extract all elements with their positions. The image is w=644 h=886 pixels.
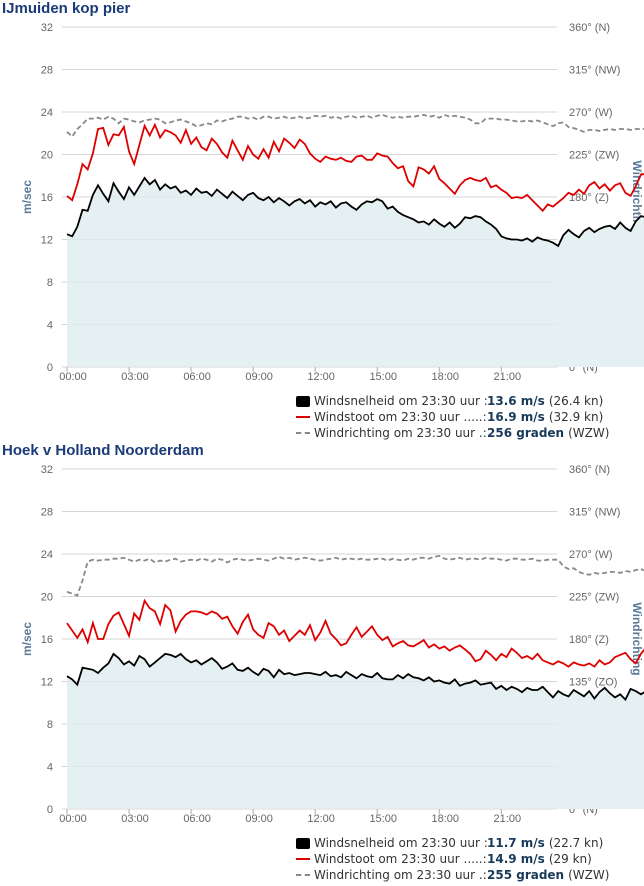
x-tick-label: 09:00 — [245, 813, 273, 825]
y2-tick-label: 315° (NW) — [569, 507, 620, 519]
legend-value: 14.9 m/s — [487, 852, 545, 866]
x-tick-label: 15:00 — [369, 813, 397, 825]
y2-tick-label: 360° (N) — [569, 464, 610, 476]
y-tick-label: 12 — [41, 677, 53, 689]
speed-swatch-icon — [296, 396, 310, 407]
x-tick-label: 18:00 — [431, 371, 459, 383]
y-tick-label: 20 — [41, 592, 53, 604]
y-tick-label: 16 — [41, 192, 53, 204]
x-tick-label: 18:00 — [431, 813, 459, 825]
chart-legend[interactable]: Windsnelheid om 23:30 uur :13.6 m/s (26.4… — [296, 393, 636, 441]
legend-value: 256 graden — [487, 426, 565, 440]
legend-label: Windrichting om 23:30 uur .: — [314, 868, 487, 882]
y2-tick-label: 315° (NW) — [569, 65, 620, 77]
legend-value: 16.9 m/s — [487, 410, 545, 424]
y2-tick-label: 225° (ZW) — [569, 592, 619, 604]
y-axis-title: m/sec — [20, 180, 34, 214]
direction-swatch-icon — [296, 431, 310, 434]
station-title: IJmuiden kop pier — [2, 0, 131, 17]
gust-swatch-icon — [296, 415, 310, 418]
y-tick-label: 28 — [41, 65, 53, 77]
legend-item-gust[interactable]: Windstoot om 23:30 uur .....:14.9 m/s (29… — [296, 851, 636, 867]
speed-area — [67, 653, 644, 809]
x-tick-label: 09:00 — [245, 371, 273, 383]
legend-knots: (32.9 kn) — [548, 410, 604, 424]
legend-label: Windrichting om 23:30 uur .: — [314, 426, 487, 440]
x-tick-label: 03:00 — [121, 371, 149, 383]
legend-item-speed[interactable]: Windsnelheid om 23:30 uur :13.6 m/s (26.4… — [296, 393, 636, 409]
legend-value: 13.6 m/s — [487, 394, 545, 408]
y2-tick-label: 180° (Z) — [569, 634, 609, 646]
direction-series-line — [66, 554, 644, 597]
x-tick-label: 12:00 — [307, 371, 335, 383]
y2-tick-label: 135° (ZO) — [569, 677, 617, 689]
y-tick-label: 16 — [41, 634, 53, 646]
legend-label: Windsnelheid om 23:30 uur : — [314, 836, 488, 850]
x-tick-label: 03:00 — [121, 813, 149, 825]
legend-compass: (WZW) — [568, 868, 610, 882]
chart-legend[interactable]: Windsnelheid om 23:30 uur :11.7 m/s (22.7… — [296, 835, 636, 883]
y-tick-label: 12 — [41, 235, 53, 247]
direction-series-line — [66, 113, 644, 138]
y-tick-label: 4 — [47, 320, 53, 332]
x-tick-label: 00:00 — [59, 813, 87, 825]
y-tick-label: 32 — [41, 22, 53, 34]
y2-tick-label: 270° (W) — [569, 107, 613, 119]
station-title: Hoek v Holland Noorderdam — [2, 442, 204, 459]
y-axis-title: m/sec — [20, 622, 34, 656]
x-tick-label: 15:00 — [369, 371, 397, 383]
y2-tick-label: 180° (Z) — [569, 192, 609, 204]
legend-item-speed[interactable]: Windsnelheid om 23:30 uur :11.7 m/s (22.7… — [296, 835, 636, 851]
legend-compass: (WZW) — [568, 426, 610, 440]
legend-label: Windsnelheid om 23:30 uur : — [314, 394, 488, 408]
y-tick-label: 0 — [47, 804, 53, 816]
y-tick-label: 8 — [47, 277, 53, 289]
y2-tick-label: 270° (W) — [569, 549, 613, 561]
y2-tick-label: 360° (N) — [569, 22, 610, 34]
y-tick-label: 32 — [41, 464, 53, 476]
speed-area — [67, 177, 644, 367]
y-tick-label: 4 — [47, 762, 53, 774]
y-tick-label: 0 — [47, 362, 53, 374]
legend-label: Windstoot om 23:30 uur .....: — [314, 852, 487, 866]
gust-series-line — [66, 598, 644, 668]
legend-item-direction[interactable]: Windrichting om 23:30 uur .:255 graden (W… — [296, 867, 636, 883]
y-tick-label: 20 — [41, 150, 53, 162]
legend-value: 11.7 m/s — [487, 836, 545, 850]
speed-series-line — [66, 652, 644, 702]
y-tick-label: 24 — [41, 107, 53, 119]
y-tick-label: 8 — [47, 719, 53, 731]
x-tick-label: 06:00 — [183, 813, 211, 825]
speed-series-line — [66, 176, 644, 248]
gust-swatch-icon — [296, 857, 310, 860]
speed-swatch-icon — [296, 838, 310, 849]
legend-value: 255 graden — [487, 868, 565, 882]
y-tick-label: 24 — [41, 549, 53, 561]
x-tick-label: 06:00 — [183, 371, 211, 383]
legend-knots: (26.4 kn) — [548, 394, 604, 408]
x-tick-label: 00:00 — [59, 371, 87, 383]
y2-tick-label: 225° (ZW) — [569, 150, 619, 162]
y-tick-label: 28 — [41, 507, 53, 519]
direction-swatch-icon — [296, 873, 310, 876]
x-tick-label: 21:00 — [494, 813, 522, 825]
legend-item-direction[interactable]: Windrichting om 23:30 uur .:256 graden (W… — [296, 425, 636, 441]
legend-label: Windstoot om 23:30 uur .....: — [314, 410, 487, 424]
gust-series-line — [66, 122, 644, 213]
legend-knots: (22.7 kn) — [548, 836, 604, 850]
x-tick-label: 12:00 — [307, 813, 335, 825]
legend-knots: (29 kn) — [548, 852, 592, 866]
legend-item-gust[interactable]: Windstoot om 23:30 uur .....:16.9 m/s (32… — [296, 409, 636, 425]
y2-axis-title: Windrichting — [630, 602, 644, 675]
x-tick-label: 21:00 — [494, 371, 522, 383]
